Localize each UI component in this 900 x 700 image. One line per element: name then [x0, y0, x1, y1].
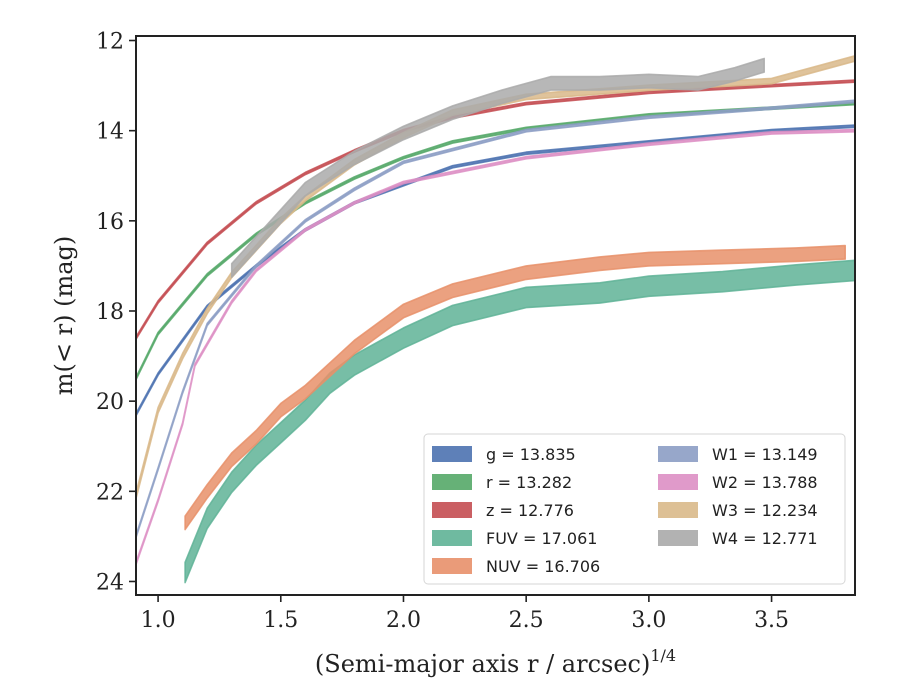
y-axis-label: m(< r) (mag)	[50, 236, 78, 395]
legend-swatch-fuv	[432, 530, 472, 546]
ticks-layer: 1.0 1.5 2.0 2.5 3.0 3.5 12 14 16 18 20 22 24	[96, 30, 789, 633]
series-w2-band	[136, 128, 855, 566]
y-tick-label: 20	[96, 390, 124, 415]
legend-swatch-nuv	[432, 558, 472, 574]
legend: g = 13.835 r = 13.282 z = 12.776 FUV = 17.0…	[423, 433, 846, 585]
series-w4-band	[230, 57, 765, 278]
series-w1-band	[136, 99, 855, 539]
y-tick-label: 22	[96, 480, 124, 505]
legend-label-nuv: NUV = 16.706	[486, 557, 600, 576]
legend-label-fuv: FUV = 17.061	[486, 529, 597, 548]
y-tick-label: 24	[96, 570, 124, 595]
legend-swatch-g	[432, 446, 472, 462]
legend-swatch-z	[432, 502, 472, 518]
legend-box	[423, 433, 846, 585]
legend-label-z: z = 12.776	[486, 501, 574, 520]
series-nuv-band	[184, 244, 846, 531]
legend-label-w4: W4 = 12.771	[712, 529, 818, 548]
x-axis-label-superscript: 1/4	[650, 646, 676, 665]
plot-frame	[135, 35, 856, 596]
x-tick-label: 1.0	[141, 608, 176, 633]
y-tick-label: 18	[96, 300, 124, 325]
x-tick-label: 1.5	[263, 608, 298, 633]
y-tick-label: 16	[96, 210, 124, 235]
y-tick-label: 14	[96, 120, 124, 145]
legend-swatch-w3	[658, 502, 698, 518]
legend-swatch-w2	[658, 474, 698, 490]
legend-swatch-w1	[658, 446, 698, 462]
legend-label-r: r = 13.282	[486, 473, 572, 492]
legend-swatch-w4	[658, 530, 698, 546]
x-tick-label: 3.5	[754, 608, 789, 633]
legend-label-g: g = 13.835	[486, 445, 576, 464]
legend-label-w3: W3 = 12.234	[712, 501, 818, 520]
y-tick-label: 12	[96, 30, 124, 55]
series-r-band	[136, 101, 855, 381]
x-axis-label-main: (Semi-major axis r / arcsec)	[315, 650, 650, 678]
x-tick-label: 3.0	[631, 608, 666, 633]
series-layer	[136, 55, 855, 584]
legend-label-w1: W1 = 13.149	[712, 445, 818, 464]
x-tick-label: 2.0	[386, 608, 421, 633]
x-tick-label: 2.5	[509, 608, 544, 633]
x-axis-label: (Semi-major axis r / arcsec)1/4	[315, 646, 676, 678]
legend-label-w2: W2 = 13.788	[712, 473, 818, 492]
series-z-band	[136, 79, 855, 340]
legend-swatch-r	[432, 474, 472, 490]
